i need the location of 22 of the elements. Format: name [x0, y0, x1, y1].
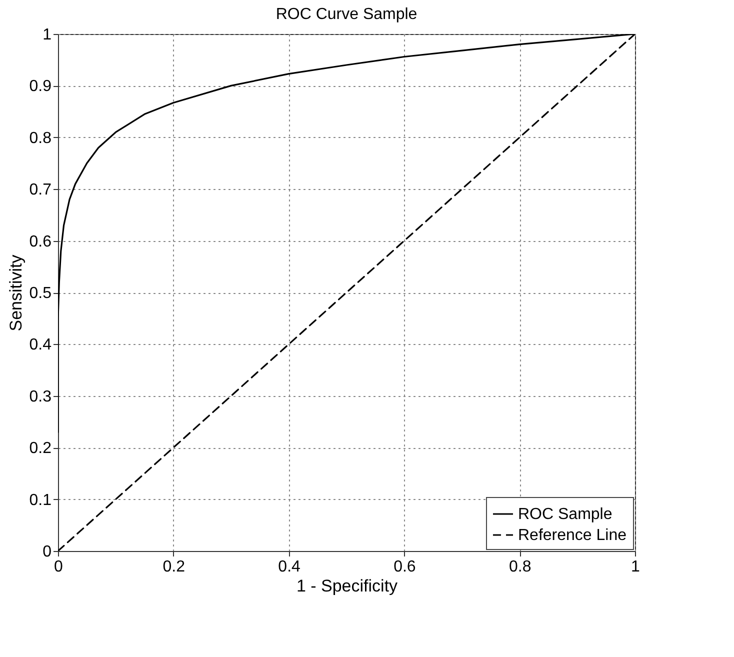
y-tick-label: 0.5 — [29, 285, 52, 302]
y-tick-label: 0.1 — [29, 492, 52, 509]
legend-label: Reference Line — [518, 527, 627, 544]
chart-title: ROC Curve Sample — [276, 6, 418, 23]
y-tick-label: 0.9 — [29, 78, 52, 96]
x-tick-label: 0.6 — [394, 558, 416, 576]
y-tick-label: 0 — [42, 544, 52, 560]
y-tick-label: 0.8 — [29, 130, 52, 147]
y-tick-label: 0.4 — [29, 336, 52, 354]
x-tick-label: 0.8 — [508, 558, 532, 576]
x-tick-label: 1 — [631, 558, 640, 576]
y-tick-label: 1 — [42, 26, 52, 44]
x-axis-title: 1 - Specificity — [296, 576, 398, 596]
y-tick-label: 0.2 — [29, 440, 52, 458]
x-tick-label: 0.4 — [278, 558, 301, 576]
y-tick-label: 0.6 — [29, 233, 52, 250]
legend-label: ROC Sample — [518, 506, 612, 523]
y-tick-label: 0.7 — [29, 182, 52, 199]
x-tick-label: 0.2 — [162, 558, 186, 576]
y-axis-title: Sensitivity — [6, 254, 26, 332]
y-tick-label: 0.3 — [29, 388, 52, 406]
x-tick-label: 0 — [54, 558, 64, 576]
